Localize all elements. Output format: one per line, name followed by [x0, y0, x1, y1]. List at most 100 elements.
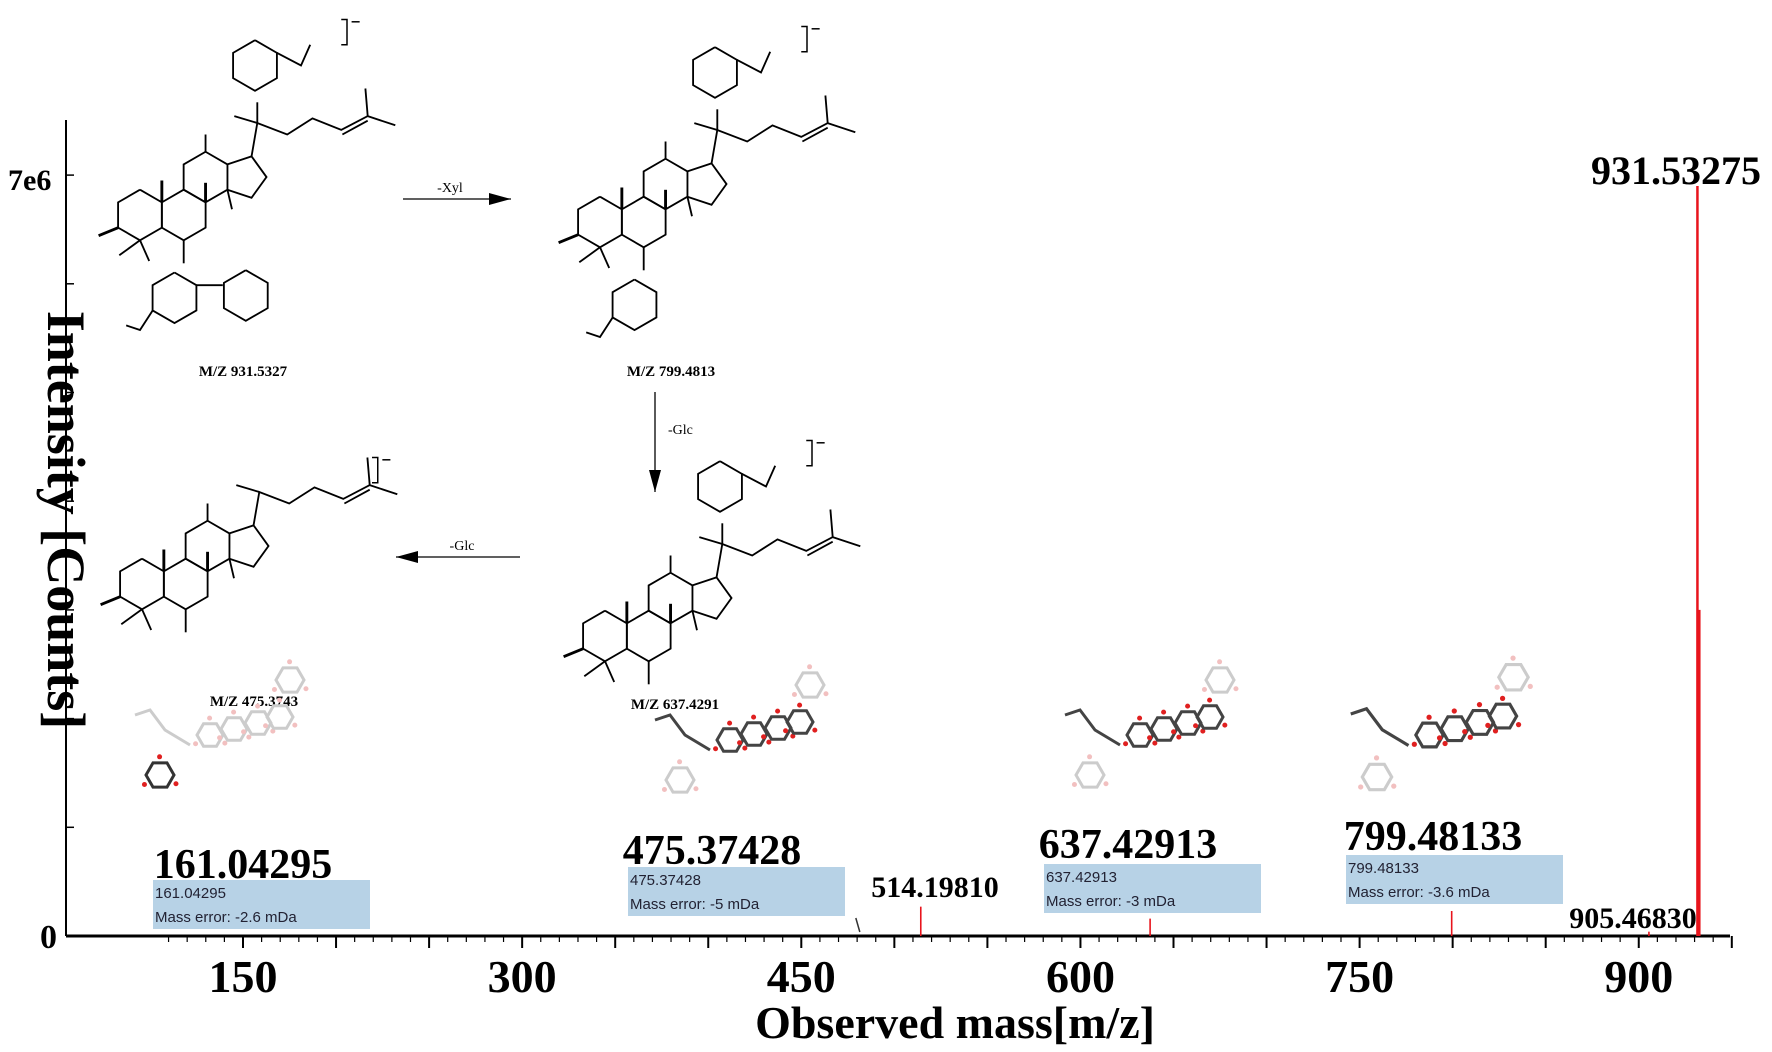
- ring: [1464, 708, 1496, 736]
- ring: [664, 766, 696, 794]
- peak-label: 799.48133: [1344, 814, 1523, 860]
- structure-mz-label: M/Z 799.4813: [627, 364, 715, 380]
- oxygen-atom: [1217, 659, 1223, 665]
- arrow-head-icon: [649, 470, 661, 492]
- oxygen-atom: [1123, 741, 1129, 747]
- bond: [276, 44, 312, 67]
- oxygen-atom: [1373, 755, 1380, 761]
- bond: [697, 460, 743, 513]
- structure-0: [98, 18, 396, 332]
- bond: [806, 540, 834, 557]
- bond: [229, 524, 270, 568]
- annotation-box: 637.42913 Mass error: -3 mDa: [1044, 864, 1261, 913]
- bond: [806, 439, 813, 467]
- annotation-box: 475.37428 Mass error: -5 mDa: [628, 867, 845, 916]
- bond: [343, 488, 371, 505]
- molecule-thumbnail: [1350, 655, 1533, 792]
- oxygen-atom: [1152, 740, 1158, 746]
- bond: [160, 188, 207, 242]
- bond: [577, 195, 623, 249]
- ring: [265, 704, 295, 730]
- peak-label: 931.53275: [1591, 148, 1761, 193]
- bond: [371, 456, 379, 484]
- annotation-error: Mass error: -2.6 mDa: [155, 909, 297, 926]
- annotations: 161.04295 Mass error: -2.6 mDa 475.37428 Ma…: [153, 148, 1761, 935]
- oxygen-atom: [807, 664, 813, 670]
- oxygen-atom: [1171, 729, 1177, 735]
- oxygen-atom: [1391, 783, 1397, 789]
- oxygen-atom: [173, 781, 179, 787]
- bond: [801, 126, 829, 143]
- bond: [694, 122, 718, 131]
- bond: [585, 316, 614, 339]
- oxygen-atom: [292, 722, 298, 728]
- oxygen-atom: [1510, 655, 1516, 661]
- bond: [236, 484, 260, 493]
- bond: [141, 608, 153, 631]
- bond: [563, 647, 584, 659]
- structure-2: [563, 439, 861, 685]
- oxygen-atom: [1515, 721, 1522, 728]
- y-axis-title: Intensity [Counts]: [36, 311, 96, 730]
- oxygen-atom: [193, 741, 199, 747]
- oxygen-atom: [263, 723, 269, 729]
- oxygen-atom: [141, 781, 147, 787]
- bond: [578, 246, 601, 263]
- oxygen-atom: [1494, 684, 1500, 690]
- side-chain: [1350, 706, 1410, 747]
- bond: [100, 595, 121, 607]
- oxygen-atom: [1233, 686, 1239, 692]
- annotation-box-bg: [153, 880, 370, 929]
- y-tick-label-zero: 0: [40, 919, 57, 956]
- oxygen-atom: [1467, 734, 1473, 740]
- bond: [715, 536, 861, 578]
- bond: [824, 95, 829, 124]
- arrow-label: -Glc: [668, 423, 693, 438]
- bond: [611, 278, 658, 332]
- oxygen-atom: [737, 740, 743, 746]
- peak-475-marker: [855, 917, 861, 933]
- oxygen-atom: [1442, 740, 1448, 747]
- bond: [692, 46, 738, 99]
- bond: [151, 271, 198, 325]
- bond: [620, 195, 667, 249]
- peak-label: 475.37428: [623, 828, 802, 874]
- oxygen-atom: [742, 745, 748, 751]
- oxygen-atom: [1462, 729, 1468, 735]
- oxygen-atom: [1527, 683, 1533, 690]
- bond: [162, 557, 209, 611]
- ring: [763, 715, 793, 741]
- annotation-box-bg: [628, 867, 845, 916]
- oxygen-atom: [693, 786, 699, 792]
- annotation-error: Mass error: -3 mDa: [1046, 893, 1176, 910]
- bond: [699, 536, 723, 545]
- bond: [227, 155, 268, 199]
- side-chain: [1064, 708, 1121, 747]
- bond: [687, 162, 728, 206]
- oxygen-atom: [270, 728, 276, 734]
- oxygen-atom: [1147, 735, 1153, 741]
- bond: [364, 88, 369, 117]
- molecule-thumbnail: [1064, 659, 1239, 789]
- ring: [144, 761, 176, 789]
- oxygen-atom: [217, 735, 223, 741]
- oxygen-atom: [1161, 709, 1167, 715]
- oxygen-atom: [255, 703, 261, 709]
- oxygen-atom: [1087, 754, 1093, 760]
- oxygen-atom: [1451, 708, 1457, 714]
- oxygen-atom: [1436, 735, 1443, 741]
- oxygen-atom: [1476, 702, 1483, 708]
- bond: [250, 115, 396, 157]
- peaks: [855, 185, 1701, 936]
- oxygen-atom: [791, 691, 797, 697]
- oxygen-atom: [1185, 703, 1191, 709]
- bond: [120, 608, 143, 625]
- bond: [341, 18, 348, 46]
- bond: [599, 246, 611, 269]
- oxygen-atom: [1358, 784, 1364, 790]
- x-tick-label: 450: [767, 951, 836, 1002]
- oxygen-atom: [1222, 722, 1228, 728]
- ring: [739, 721, 769, 747]
- ring: [1173, 710, 1203, 736]
- ring: [219, 716, 249, 742]
